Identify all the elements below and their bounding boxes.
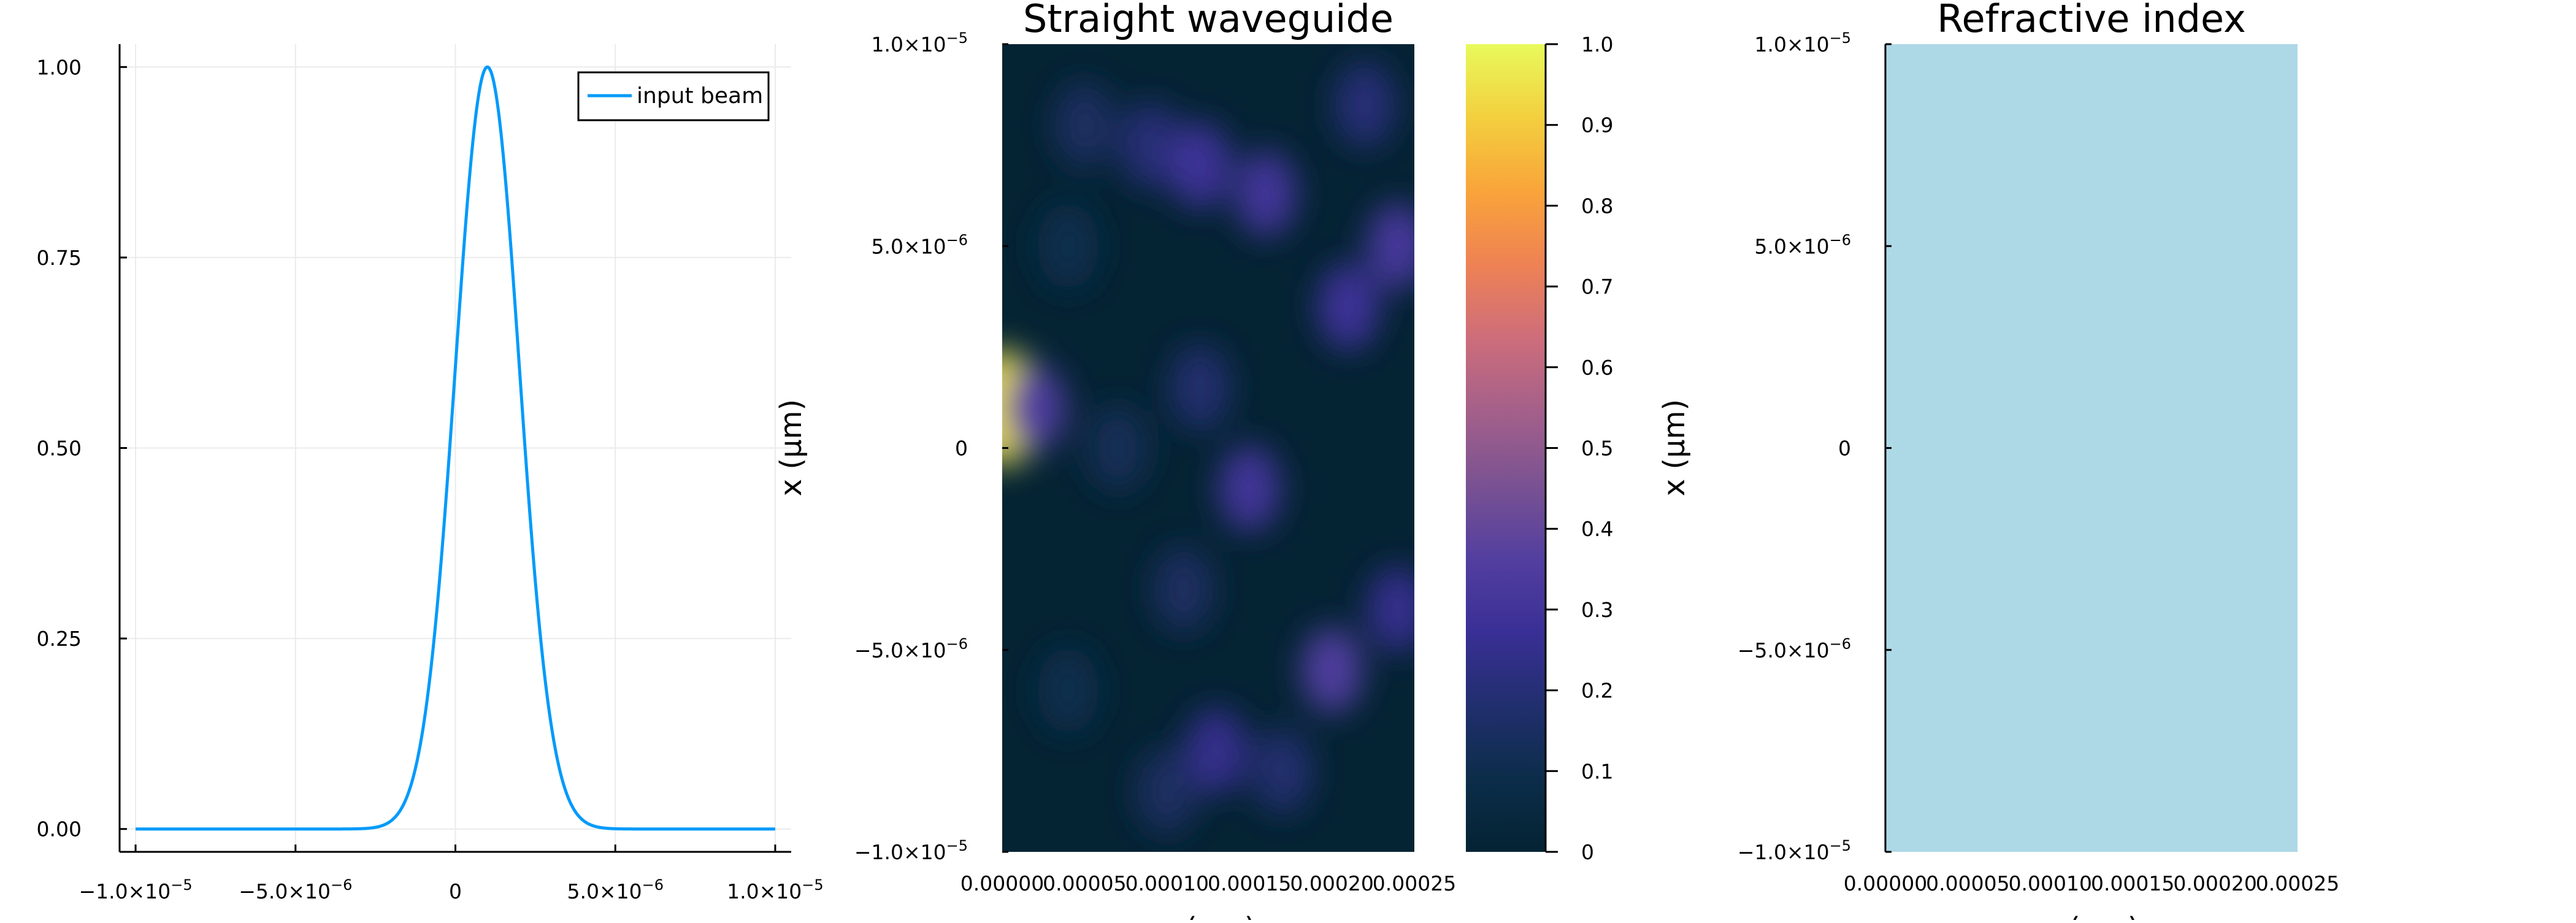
colorbar-tick-label-5: 0.5 (1581, 437, 1613, 461)
refractive-index-title: Refractive index (1937, 0, 2246, 41)
colorbar-tick-label-9: 0.9 (1581, 113, 1613, 137)
input-beam-grid (120, 44, 791, 852)
refractive-x-tick-label-0: 0.00000 (1844, 871, 1927, 895)
waveguide-x-ticks: 0.000000.000050.000100.000150.000200.000… (960, 871, 1456, 895)
heatmap-hotspot-18 (1037, 647, 1099, 733)
refractive-index-x-ticks: 0.000000.000050.000100.000150.000200.000… (1844, 871, 2339, 895)
waveguide-panel: Straight waveguide 1.0×10−5 5.0×10−6 0 −5.0… (774, 0, 1613, 923)
waveguide-title: Straight waveguide (1023, 0, 1393, 41)
x-tick-label-3: 5.0×10−6 (567, 876, 664, 903)
waveguide-y-tick-label-0: 1.0×10−5 (871, 29, 968, 56)
heatmap-hotspot-16 (1251, 728, 1313, 814)
colorbar-tick-label-7: 0.7 (1581, 275, 1613, 299)
heatmap-hotspot-15 (1186, 708, 1248, 794)
refractive-y-tick-label-1: 5.0×10−6 (1754, 231, 1851, 258)
colorbar-tick-label-2: 0.2 (1581, 679, 1613, 703)
input-beam-y-ticks: 0.00 0.25 0.50 0.75 1.00 (37, 55, 127, 841)
refractive-index-heatmap (1885, 44, 2298, 852)
refractive-x-tick-label-3: 0.00015 (2091, 871, 2174, 895)
y-tick-label-1: 0.25 (37, 627, 82, 651)
waveguide-y-ticks: 1.0×10−5 5.0×10−6 0 −5.0×10−6 −1.0×10−5 (854, 29, 1008, 864)
heatmap-hotspot-11 (1087, 405, 1149, 491)
refractive-x-tick-label-5: 0.00025 (2256, 871, 2339, 895)
heatmap-hotspot-12 (1152, 546, 1214, 632)
heatmap-hotspot-3 (1119, 102, 1181, 188)
heatmap-hotspot-10 (1219, 445, 1281, 532)
waveguide-y-tick-label-4: −1.0×10−5 (854, 837, 968, 864)
colorbar-tick-label-3: 0.3 (1581, 598, 1613, 622)
waveguide-x-tick-label-2: 0.00010 (1125, 871, 1209, 895)
heatmap-hotspot-6 (1334, 61, 1396, 148)
legend: input beam (577, 71, 770, 121)
refractive-index-panel: Refractive index 1.0×10−5 5.0×10−6 0 −5.0×1… (1657, 0, 2339, 923)
refractive-y-tick-label-0: 1.0×10−5 (1754, 29, 1851, 56)
waveguide-x-tick-label-3: 0.00015 (1208, 871, 1291, 895)
colorbar-tick-label-1: 0.1 (1581, 759, 1613, 783)
y-tick-label-4: 1.00 (37, 55, 82, 79)
waveguide-x-tick-label-5: 0.00025 (1373, 871, 1456, 895)
waveguide-x-tick-label-4: 0.00020 (1290, 871, 1373, 895)
colorbar-ticks: 0 0.1 0.2 0.3 0.4 0.5 0.6 0.7 0.8 0.9 1.0 (1546, 33, 1613, 864)
y-tick-label-0: 0.00 (37, 818, 82, 841)
colorbar-tick-label-4: 0.4 (1581, 517, 1613, 541)
heatmap-hotspot-5 (1235, 150, 1297, 237)
input-beam-panel: −1.0×10−5 −5.0×10−6 0 5.0×10−6 1.0×10−5 0.00… (37, 44, 824, 903)
y-tick-label-2: 0.50 (37, 437, 82, 461)
refractive-x-tick-label-1: 0.00005 (1926, 871, 2009, 895)
refractive-x-tick-label-2: 0.00010 (2009, 871, 2092, 895)
x-tick-label-0: −1.0×10−5 (79, 876, 192, 903)
heatmap-hotspot-17 (1136, 748, 1198, 835)
waveguide-y-tick-label-2: 0 (955, 437, 968, 461)
heatmap-hotspot-2 (1054, 82, 1116, 168)
colorbar-tick-label-6: 0.6 (1581, 356, 1613, 380)
x-tick-label-4: 1.0×10−5 (727, 876, 824, 903)
heatmap-hotspot-4 (1169, 122, 1231, 209)
waveguide-x-tick-label-0: 0.00000 (960, 871, 1044, 895)
legend-label-input-beam: input beam (637, 83, 763, 109)
heatmap-hotspot-13 (1301, 627, 1363, 713)
waveguide-y-tick-label-3: −5.0×10−6 (854, 635, 968, 662)
input-beam-x-ticks: −1.0×10−5 −5.0×10−6 0 5.0×10−6 1.0×10−5 (79, 844, 824, 903)
heatmap-hotspot-8 (1317, 264, 1379, 350)
heatmap-hotspot-19 (1037, 203, 1099, 289)
refractive-index-y-axis-label: x (μm) (1657, 399, 1692, 496)
colorbar-tick-label-10: 1.0 (1581, 33, 1613, 56)
heatmap-hotspot-7 (1367, 203, 1414, 289)
refractive-y-tick-label-3: −5.0×10−6 (1738, 635, 1851, 662)
heatmap-hotspot-1 (1004, 364, 1066, 451)
waveguide-heatmap-field (1002, 61, 1414, 835)
colorbar-tick-label-8: 0.8 (1581, 194, 1613, 218)
colorbar-tick-label-0: 0 (1581, 840, 1594, 864)
colorbar-gradient (1466, 44, 1546, 852)
heatmap-hotspot-9 (1169, 344, 1231, 431)
refractive-index-y-ticks: 1.0×10−5 5.0×10−6 0 −5.0×10−6 −1.0×10−5 (1738, 29, 1892, 864)
x-tick-label-1: −5.0×10−6 (239, 876, 352, 903)
waveguide-x-axis-label: z (μm) (1160, 911, 1255, 920)
colorbar: 0 0.1 0.2 0.3 0.4 0.5 0.6 0.7 0.8 0.9 1.0 (1466, 33, 1613, 864)
waveguide-x-tick-label-1: 0.00005 (1043, 871, 1126, 895)
y-tick-label-3: 0.75 (37, 246, 82, 270)
refractive-y-tick-label-2: 0 (1838, 437, 1851, 461)
refractive-x-tick-label-4: 0.00020 (2173, 871, 2256, 895)
x-tick-label-2: 0 (449, 879, 462, 903)
waveguide-y-tick-label-1: 5.0×10−6 (871, 231, 968, 258)
heatmap-hotspot-14 (1367, 566, 1414, 653)
series-line-input-beam (136, 65, 775, 831)
refractive-y-tick-label-4: −1.0×10−5 (1738, 837, 1851, 864)
waveguide-y-axis-label: x (μm) (774, 399, 808, 496)
refractive-index-x-axis-label: z (μm) (2044, 911, 2139, 920)
